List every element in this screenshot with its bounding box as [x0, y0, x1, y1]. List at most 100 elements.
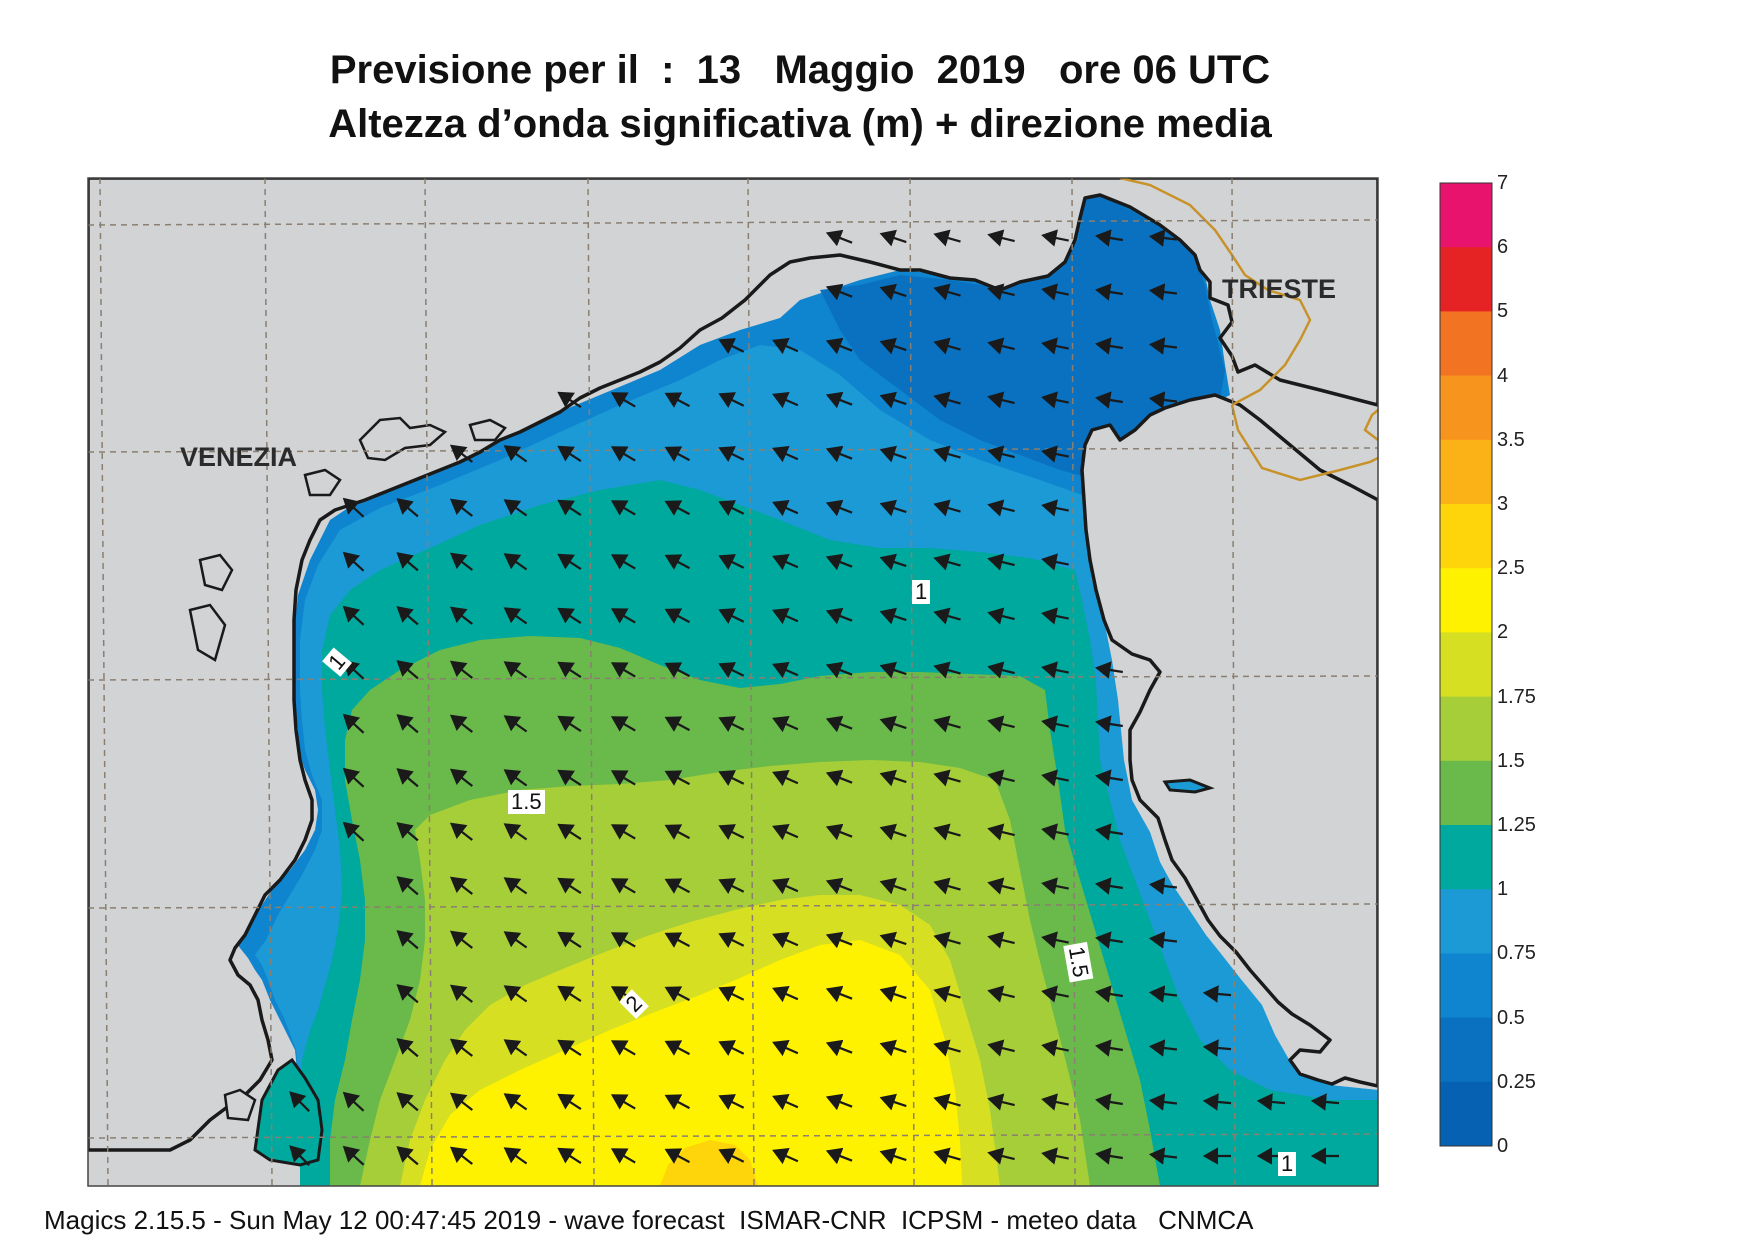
- wave-direction-arrow: [664, 500, 691, 516]
- wave-direction-arrow: [664, 554, 691, 570]
- lagoon-island: [188, 603, 227, 662]
- wave-direction-arrow: [987, 931, 1015, 949]
- wave-direction-arrow: [718, 770, 745, 786]
- wave-direction-arrow: [933, 607, 961, 625]
- wave-direction-arrow: [1148, 229, 1178, 247]
- wave-direction-arrow: [1041, 769, 1069, 787]
- wave-direction-arrow: [664, 824, 691, 840]
- wave-direction-arrow: [1095, 337, 1123, 355]
- wave-direction-arrow: [557, 499, 582, 517]
- wave-direction-arrow: [396, 660, 419, 680]
- wave-direction-arrow: [933, 931, 961, 949]
- wave-direction-arrow: [503, 715, 528, 733]
- lagoon-island: [358, 416, 448, 462]
- wave-direction-arrow: [503, 607, 528, 625]
- wave-direction-arrow: [1148, 337, 1178, 355]
- wave-direction-arrow: [503, 499, 528, 517]
- wave-direction-arrow: [1041, 1093, 1069, 1111]
- lagoon-island: [223, 1088, 257, 1122]
- wave-direction-arrow: [664, 770, 691, 786]
- wave-direction-arrow: [1202, 1093, 1232, 1111]
- colorbar-swatch: [1440, 439, 1492, 505]
- colorbar-swatch: [1440, 889, 1492, 954]
- wave-direction-arrow: [610, 1040, 636, 1056]
- wave-direction-arrow: [933, 661, 961, 679]
- wave-direction-arrow: [933, 283, 961, 301]
- wave-direction-arrow: [1148, 391, 1178, 409]
- wave-direction-arrow: [1095, 391, 1123, 409]
- wave-direction-arrow: [933, 769, 961, 787]
- wave-direction-arrow: [449, 1038, 473, 1057]
- colorbar-tick-label: 0.75: [1497, 942, 1536, 965]
- wave-direction-arrow: [503, 661, 528, 679]
- wave-direction-arrow: [825, 661, 853, 679]
- wave-direction-arrow: [396, 876, 419, 896]
- wave-direction-arrow: [342, 713, 365, 734]
- wave-direction-arrow: [1202, 985, 1232, 1003]
- colorbar-swatch: [1440, 1081, 1492, 1147]
- wave-direction-arrow: [396, 822, 419, 842]
- wave-direction-arrow: [1041, 715, 1069, 733]
- wave-direction-arrow: [1095, 877, 1123, 895]
- wave-direction-arrow: [610, 662, 636, 678]
- wave-direction-arrow: [772, 932, 799, 949]
- wave-direction-arrow: [718, 986, 745, 1002]
- wave-direction-arrow: [664, 716, 691, 732]
- wave-direction-arrow: [664, 662, 691, 678]
- colorbar-tick-label: 1.25: [1497, 814, 1536, 836]
- wave-direction-arrow: [772, 986, 799, 1003]
- wave-direction-arrow: [825, 283, 853, 301]
- wave-direction-arrow: [610, 770, 636, 786]
- wave-direction-arrow: [879, 391, 907, 409]
- wave-direction-arrow: [879, 283, 907, 301]
- wave-direction-arrow: [825, 337, 853, 355]
- wave-direction-arrow: [557, 661, 582, 679]
- colorbar-swatch: [1440, 696, 1492, 762]
- wave-direction-arrow: [718, 446, 745, 462]
- wave-direction-arrow: [610, 554, 636, 570]
- colorbar-swatch: [1440, 953, 1492, 1019]
- wave-direction-arrow: [396, 1038, 419, 1058]
- wave-direction-arrow: [772, 1094, 799, 1111]
- wave-direction-arrow: [1095, 661, 1123, 679]
- wave-direction-arrow: [449, 930, 473, 949]
- wave-direction-arrow: [342, 497, 365, 518]
- wave-direction-arrow: [879, 931, 907, 949]
- colorbar-swatch: [1440, 568, 1492, 633]
- map-title-line1: Previsione per il : 13 Maggio 2019 ore 0…: [329, 48, 1271, 92]
- wave-direction-arrow: [1041, 391, 1069, 409]
- wave-direction-arrow: [396, 984, 419, 1004]
- wave-direction-arrow: [825, 445, 853, 463]
- wave-direction-arrow: [503, 1093, 528, 1111]
- wave-direction-arrow: [289, 1145, 310, 1166]
- wave-direction-arrow: [396, 714, 419, 734]
- wave-direction-arrows: [289, 229, 1340, 1166]
- wave-direction-arrow: [825, 553, 853, 571]
- wave-direction-arrow: [1041, 499, 1069, 517]
- wave-direction-arrow: [610, 392, 636, 408]
- wave-direction-arrow: [879, 229, 907, 247]
- wave-direction-arrow: [396, 768, 419, 788]
- wave-direction-arrow: [449, 876, 473, 895]
- wave-direction-arrow: [987, 877, 1015, 895]
- wave-direction-arrow: [1148, 1147, 1178, 1165]
- wave-direction-arrow: [933, 445, 961, 463]
- wave-direction-arrow: [718, 1094, 745, 1110]
- wave-direction-arrow: [1041, 607, 1069, 625]
- wave-direction-arrow: [610, 608, 636, 624]
- wave-direction-arrow: [825, 229, 853, 247]
- wave-direction-arrow: [987, 823, 1015, 841]
- wave-direction-arrow: [987, 1093, 1015, 1111]
- wave-direction-arrow: [449, 1146, 473, 1165]
- wave-direction-arrow: [557, 715, 582, 733]
- lagoon-island: [468, 418, 507, 442]
- colorbar-tick-label: 6: [1497, 236, 1509, 259]
- wave-direction-arrow: [557, 877, 582, 895]
- wave-direction-arrow: [772, 500, 799, 517]
- footer-credits: Magics 2.15.5 - Sun May 12 00:47:45 2019…: [44, 1205, 1254, 1235]
- map-body: [88, 178, 1378, 1186]
- wave-direction-arrow: [879, 877, 907, 895]
- wave-direction-arrow: [718, 662, 745, 678]
- wave-direction-arrow: [610, 1094, 636, 1110]
- wave-direction-arrow: [557, 931, 582, 949]
